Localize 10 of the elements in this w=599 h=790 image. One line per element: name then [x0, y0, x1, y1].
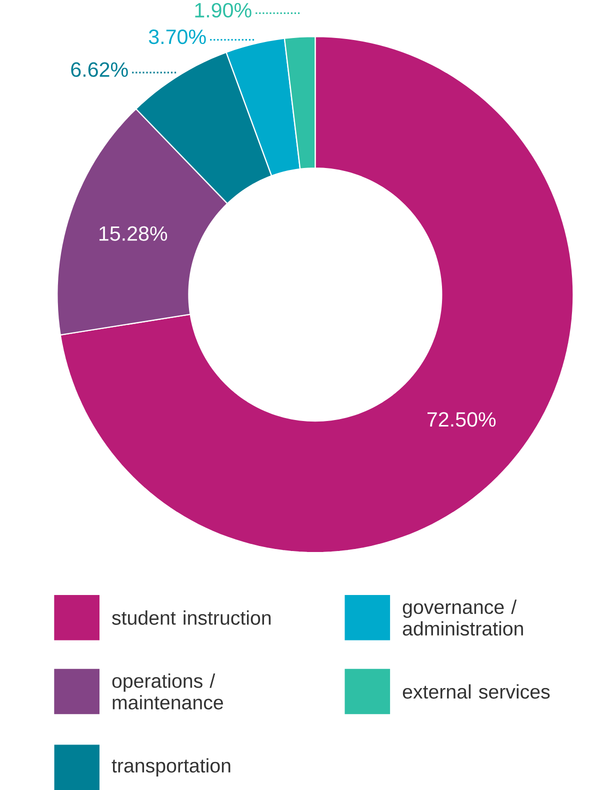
data-label: 6.62% — [71, 62, 128, 77]
legend-label: student instruction — [112, 610, 271, 625]
data-label: 15.28% — [100, 226, 168, 241]
legend-label: governance / administration — [402, 600, 524, 636]
legend-label: transportation — [112, 758, 230, 776]
data-label: 72.50% — [428, 412, 496, 427]
legend-label: operations / maintenance — [112, 673, 224, 710]
data-label: 1.90% — [195, 2, 252, 18]
legend-label: external services — [402, 684, 550, 699]
data-label: 3.70% — [148, 30, 206, 44]
